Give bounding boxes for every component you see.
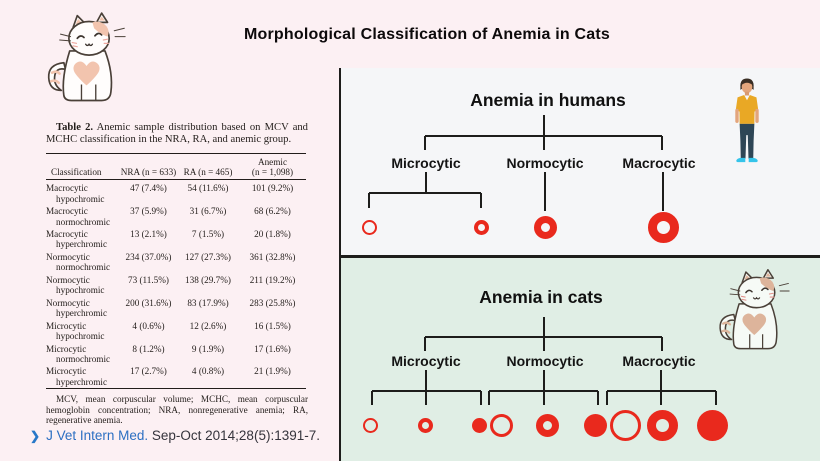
cell-value-ra: 31 (6.7%) <box>189 206 227 217</box>
table-row: Macrocytic normochromic 37 (5.9%) 31 (6.7%)… <box>46 205 306 228</box>
cell-value-ra: 138 (29.7%) <box>185 274 231 285</box>
rbc-small-hypochromic-icon <box>361 219 377 235</box>
cell-value-anemic: 21 (1.9%) <box>254 366 291 377</box>
rbc-small-hypochromic-icon <box>362 418 378 433</box>
table-row: Macrocytic hypochromic 47 (7.4%) 54 (11.6%)… <box>46 180 306 205</box>
cell-value-anemic: 283 (25.8%) <box>249 297 296 308</box>
cell-classification: Macrocytic hyperchromic <box>46 229 108 250</box>
cell-value-ra: 54 (11.6%) <box>187 183 229 194</box>
cell-value-ra: 83 (17.9%) <box>187 297 229 308</box>
anemia-cats-panel: Anemia in cats Microcytic Normocytic Macro… <box>341 257 820 461</box>
table-row: Normocytic hyperchromic 200 (31.6%) 83 (17.… <box>46 297 306 320</box>
cell-value-ra: 4 (0.8%) <box>191 366 225 377</box>
cell-value-nra: 4 (0.6%) <box>132 320 165 331</box>
cell-value-anemic: 20 (1.8%) <box>254 229 291 240</box>
chevron-right-icon: ❯ <box>30 429 41 443</box>
cell-classification: Microcytic normochromic <box>46 343 111 364</box>
branch-label-macrocytic: Macrocytic <box>622 352 696 369</box>
table-row: Normocytic normochromic 234 (37.0%) 127 (27… <box>46 251 306 274</box>
cat-illustration-icon <box>719 268 790 349</box>
rbc-small-hyperchromic-icon <box>471 418 487 433</box>
table-body: Macrocytic hypochromic 47 (7.4%) 54 (11.6%)… <box>46 180 306 389</box>
cell-value-anemic: 211 (19.2%) <box>249 274 296 285</box>
table-row: Normocytic hypochromic 73 (11.5%) 138 (29.7… <box>46 274 306 297</box>
rbc-large-normochromic-icon <box>647 211 679 243</box>
cell-value-ra: 9 (1.9%) <box>191 343 225 354</box>
col-header-ra: RA (n = 465) <box>177 153 239 181</box>
rbc-medium-hypochromic-icon <box>489 414 513 437</box>
person-icon <box>735 78 759 163</box>
cell-value-anemic: 68 (6.2%) <box>254 206 291 217</box>
branch-label-microcytic: Microcytic <box>391 155 461 171</box>
anemia-distribution-table: Classification NRA (n = 633) RA (n = 465… <box>46 152 306 390</box>
cell-value-nra: 47 (7.4%) <box>130 183 167 194</box>
table-caption-text: Anemic sample distribution based on MCV … <box>46 122 308 146</box>
cell-value-anemic: 101 (9.2%) <box>251 183 294 194</box>
cell-value-nra: 8 (1.2%) <box>132 343 165 354</box>
branch-label-normocytic: Normocytic <box>506 352 584 369</box>
rbc-large-hyperchromic-icon <box>696 410 728 441</box>
table-caption-label: Table 2. <box>56 122 94 133</box>
cell-value-ra: 12 (2.6%) <box>189 320 227 331</box>
tree-connectors <box>371 316 717 405</box>
cell-classification: Microcytic hyperchromic <box>46 366 108 387</box>
cell-classification: Microcytic hypochromic <box>46 320 105 341</box>
journal-table-card: Table 2. Anemic sample distribution base… <box>46 122 308 426</box>
cell-value-anemic: 361 (32.8%) <box>249 252 296 263</box>
cell-value-anemic: 17 (1.6%) <box>254 343 291 354</box>
cell-value-ra: 7 (1.5%) <box>191 229 225 240</box>
cell-classification: Normocytic hypochromic <box>46 274 105 296</box>
table-row: Macrocytic hyperchromic 13 (2.1%) 7 (1.5%) 2… <box>46 228 306 251</box>
cell-value-nra: 13 (2.1%) <box>130 229 167 240</box>
branch-label-microcytic: Microcytic <box>391 352 461 369</box>
cell-value-ra: 127 (27.3%) <box>185 252 231 263</box>
table-row: Microcytic normochromic 8 (1.2%) 9 (1.9%) 17… <box>46 342 306 365</box>
branch-label-macrocytic: Macrocytic <box>622 155 696 171</box>
cell-value-anemic: 16 (1.5%) <box>254 320 291 331</box>
citation: ❯ J Vet Intern Med. Sep-Oct 2014;28(5):13… <box>30 428 320 443</box>
cell-classification: Macrocytic hypochromic <box>46 183 105 204</box>
table-caption: Table 2. Anemic sample distribution base… <box>46 122 308 147</box>
vertical-divider <box>339 68 342 461</box>
rbc-small-normochromic-icon <box>417 418 433 433</box>
anemia-humans-panel: Anemia in humans Microcytic Normocytic Mac… <box>341 68 820 255</box>
branch-label-normocytic: Normocytic <box>506 155 584 171</box>
rbc-large-normochromic-icon <box>646 410 678 441</box>
cell-classification: Macrocytic normochromic <box>46 206 111 227</box>
cell-classification: Normocytic normochromic <box>46 252 111 273</box>
tree-connectors <box>368 115 664 211</box>
table-row: Microcytic hyperchromic 17 (2.7%) 4 (0.8%) 2… <box>46 365 306 388</box>
cell-classification: Normocytic hyperchromic <box>46 297 108 319</box>
rbc-medium-normochromic-icon <box>533 215 557 239</box>
cell-value-nra: 200 (31.6%) <box>125 297 172 308</box>
cell-value-nra: 37 (5.9%) <box>130 206 167 217</box>
col-header-classification: Classification <box>46 153 120 181</box>
page-title: Morphological Classification of Anemia i… <box>244 26 610 43</box>
cat-illustration-icon <box>47 12 126 102</box>
col-header-nra: NRA (n = 633) <box>120 153 177 181</box>
cell-value-nra: 17 (2.7%) <box>130 366 167 377</box>
col-header-anemic: Anemic (n = 1,098) <box>239 153 306 181</box>
cell-value-nra: 73 (11.5%) <box>128 274 169 285</box>
rbc-medium-hyperchromic-icon <box>583 414 607 437</box>
diagram-title-humans: Anemia in humans <box>470 90 626 110</box>
rbc-small-normochromic-icon <box>473 219 489 235</box>
rbc-large-hypochromic-icon <box>609 410 641 441</box>
rbc-medium-normochromic-icon <box>535 414 559 437</box>
horizontal-divider <box>341 255 820 258</box>
citation-details: Sep-Oct 2014;28(5):1391-7. <box>148 428 320 443</box>
citation-journal-link[interactable]: J Vet Intern Med. <box>46 428 149 443</box>
table-footnote: MCV, mean corpuscular volume; MCHC, mean… <box>46 394 308 426</box>
diagram-title-cats: Anemia in cats <box>479 286 603 307</box>
table-header-row: Classification NRA (n = 633) RA (n = 465… <box>46 153 306 181</box>
cell-value-nra: 234 (37.0%) <box>125 252 172 263</box>
table-row: Microcytic hypochromic 4 (0.6%) 12 (2.6%) 16… <box>46 319 306 342</box>
